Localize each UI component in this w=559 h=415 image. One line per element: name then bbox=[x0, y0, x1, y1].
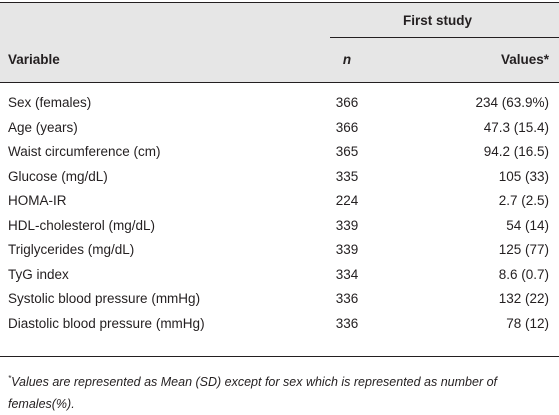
value-cell: 47.3 (15.4) bbox=[483, 119, 549, 135]
footnote: *Values are represented as Mean (SD) exc… bbox=[8, 368, 553, 415]
variable-cell: TyG index bbox=[8, 266, 69, 282]
n-cell: 336 bbox=[335, 315, 359, 331]
variable-cell: Triglycerides (mg/dL) bbox=[8, 242, 135, 257]
variable-cell: Age (years) bbox=[8, 119, 78, 135]
column-header: Values* bbox=[500, 52, 549, 67]
bottom-rule bbox=[0, 356, 559, 357]
value-cell: 2.7 (2.5) bbox=[498, 193, 549, 208]
n-cell: 366 bbox=[335, 95, 359, 110]
variable-cell: Systolic blood pressure (mmHg) bbox=[8, 291, 201, 306]
n-cell: 339 bbox=[335, 242, 359, 257]
column-header: n bbox=[342, 52, 352, 67]
group-header: First study bbox=[403, 13, 473, 28]
value-cell: 94.2 (16.5) bbox=[483, 144, 549, 159]
n-cell: 336 bbox=[335, 291, 359, 306]
group-rule bbox=[330, 37, 559, 38]
n-cell: 366 bbox=[335, 119, 359, 135]
column-header: Variable bbox=[8, 52, 60, 67]
header-background bbox=[0, 2, 559, 83]
footnote-marker: * bbox=[8, 374, 12, 383]
variable-cell: HDL-cholesterol (mg/dL) bbox=[8, 217, 156, 233]
n-cell: 365 bbox=[335, 144, 359, 159]
value-cell: 132 (22) bbox=[498, 291, 549, 306]
value-cell: 8.6 (0.7) bbox=[498, 266, 549, 282]
n-cell: 224 bbox=[335, 193, 359, 208]
variable-cell: Sex (females) bbox=[8, 95, 92, 110]
n-cell: 339 bbox=[335, 217, 359, 233]
value-cell: 234 (63.9%) bbox=[475, 95, 549, 110]
variable-cell: Glucose (mg/dL) bbox=[8, 168, 108, 184]
header-rule bbox=[0, 82, 559, 83]
value-cell: 105 (33) bbox=[498, 168, 549, 184]
n-cell: 335 bbox=[335, 168, 359, 184]
n-cell: 334 bbox=[335, 266, 359, 282]
value-cell: 125 (77) bbox=[498, 242, 549, 257]
variable-cell: Waist circumference (cm) bbox=[8, 144, 161, 159]
top-rule bbox=[0, 2, 559, 3]
variable-cell: Diastolic blood pressure (mmHg) bbox=[8, 315, 205, 331]
footnote-text: Values are represented as Mean (SD) exce… bbox=[8, 375, 498, 412]
value-cell: 78 (12) bbox=[506, 315, 549, 331]
value-cell: 54 (14) bbox=[506, 217, 549, 233]
variable-cell: HOMA-IR bbox=[8, 193, 67, 208]
